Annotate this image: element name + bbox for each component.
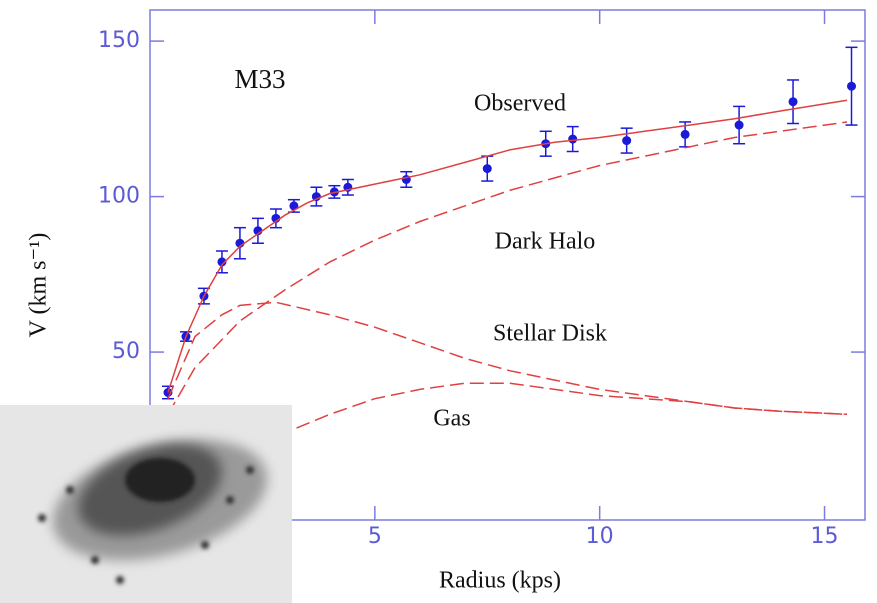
data-point [789, 97, 798, 106]
model-curve-dashed [168, 302, 847, 414]
data-point [847, 82, 856, 91]
star-cluster [226, 496, 234, 504]
x-tick-label: 10 [586, 524, 614, 549]
galaxy-core [125, 458, 195, 502]
star-cluster [38, 514, 46, 522]
galaxy-image [0, 405, 292, 603]
star-cluster [66, 486, 74, 494]
curve-label: Stellar Disk [493, 321, 607, 347]
chart: M33 Radius (kps) V (km s⁻¹) 50 100 150 5 10 1… [0, 0, 877, 603]
curve-label: Gas [433, 406, 470, 432]
data-point [483, 164, 492, 173]
x-tick-label: 5 [368, 524, 382, 549]
star-cluster [91, 556, 99, 564]
chart-title: M33 [234, 64, 285, 94]
curve-label: Dark Halo [495, 229, 596, 255]
y-tick-label: 150 [98, 28, 140, 53]
x-tick-label: 15 [811, 524, 839, 549]
data-point [622, 136, 631, 145]
x-axis-label: Radius (kps) [439, 568, 561, 594]
data-point [568, 135, 577, 144]
y-tick-label: 50 [112, 339, 140, 364]
data-point [735, 121, 744, 130]
data-point [681, 130, 690, 139]
curve-label: Observed [474, 91, 566, 117]
star-cluster [116, 576, 124, 584]
star-cluster [201, 541, 209, 549]
y-axis-label: V (km s⁻¹) [26, 233, 52, 338]
y-tick-label: 100 [98, 184, 140, 209]
star-cluster [246, 466, 254, 474]
